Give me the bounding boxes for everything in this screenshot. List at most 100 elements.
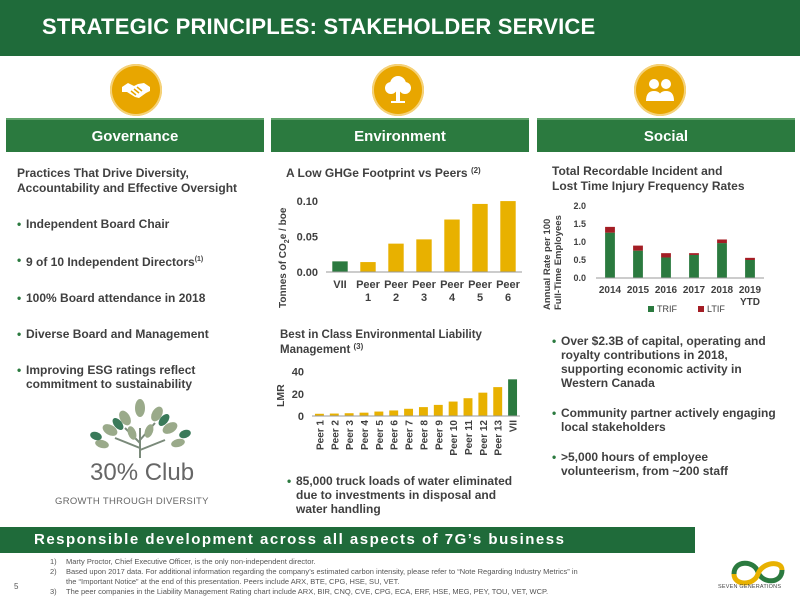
lmr-x-tick: Peer 8 [419,420,430,450]
safety-bar-ltif [661,253,671,258]
safety-bar-trif [633,250,643,278]
safety-legend: TRIF LTIF [648,304,725,314]
governance-heading: Practices That Drive Diversity, Accounta… [17,166,237,196]
governance-heading-line2: Accountability and Effective Oversight [17,181,238,195]
ghg-x-tick: Peer 1 [356,279,381,304]
safety-x-ticks: 2014 2015 2016 2017 2018 2019 YTD [599,285,762,308]
water-bullet: • 85,000 truck loads of water eliminated d… [287,474,513,516]
lmr-bar [404,408,414,416]
lmr-bar [314,413,324,416]
lmr-x-tick: Peer 9 [434,420,445,450]
social-bullet: • Over $2.3B of capital, operating and roy… [552,334,766,390]
safety-y-tick: 0.0 [573,273,586,283]
lmr-bar [329,413,339,416]
ghg-x-tick: Peer 5 [468,279,493,304]
safety-bar-trif [717,243,727,278]
governance-bullets: • Independent Board Chair • 9 of 10 Indepe… [17,217,209,391]
legend-swatch [648,306,654,312]
lmr-chart-title-line2: Management (3) [280,342,364,356]
lmr-x-tick: Peer 7 [405,420,416,450]
footnote: 3) The peer companies in the Liability Ma… [50,587,549,596]
safety-x-tick: 2015 [627,285,650,296]
lmr-y-axis-label: LMR [275,384,287,407]
lmr-y-tick: 40 [292,367,304,379]
ghg-y-ticks: 0.00 0.05 0.10 [297,196,318,279]
safety-x-tick: 2017 [683,285,706,296]
ghg-bar [388,243,404,272]
lmr-bar [448,401,458,416]
ghg-chart: A Low GHGe Footprint vs Peers (2) Tonnes… [278,166,522,308]
ghg-bar [332,261,348,272]
people-icon [634,64,686,116]
club-tree-logo [90,399,191,458]
lmr-bar [418,407,428,416]
lmr-x-tick: Peer 6 [390,420,401,450]
legend-swatch [698,306,704,312]
company-logo [731,560,785,586]
environment-pillar: Environment [271,118,529,152]
governance-bullet: • Diverse Board and Management [17,327,209,341]
safety-chart-title-line1: Total Recordable Incident and [552,164,722,178]
governance-pillar: Governance [6,118,264,152]
safety-bar-ltif [605,226,615,233]
safety-y-tick: 1.0 [573,237,586,247]
lmr-bar [478,392,488,416]
footnote: the “Important Notice” at the end of thi… [66,577,400,586]
ghg-x-tick: VII [333,279,346,291]
social-pillar: Social [537,118,795,152]
footnote: 1) Marty Proctor, Chief Executive Officer… [50,557,316,566]
lmr-y-ticks: 0 20 40 [292,367,304,423]
lmr-bar [359,412,369,416]
bottom-banner: Responsible development across all aspec… [0,527,695,553]
lmr-x-tick: Peer 11 [464,420,475,455]
lmr-bar [493,387,503,416]
club-name: 30% Club [90,459,195,486]
lmr-x-tick: Peer 1 [315,420,326,450]
lmr-bar [463,398,473,416]
safety-x-tick: 2019 YTD [739,285,762,308]
lmr-x-tick: Peer 12 [479,420,490,456]
safety-bars [605,226,755,278]
lmr-x-ticks: Peer 1 Peer 2 Peer 3 Peer 4 Peer 5 Peer 6 Peer… [315,420,519,456]
safety-bar-ltif [689,253,699,255]
lmr-bar [389,410,399,416]
governance-bullet: • Independent Board Chair [17,217,170,231]
ghg-bar [472,203,488,272]
legend-label: LTIF [707,304,725,314]
company-logo-text: SEVEN GENERATIONS [718,584,782,590]
safety-y-tick: 0.5 [573,255,586,265]
safety-chart: Total Recordable Incident and Lost Time … [542,164,764,314]
safety-y-ticks: 0.0 0.5 1.0 1.5 2.0 [573,201,586,283]
ghg-chart-title: A Low GHGe Footprint vs Peers (2) [286,166,481,180]
ghg-x-tick: Peer 3 [412,279,437,304]
ghg-bar [500,201,516,272]
lmr-x-tick: Peer 2 [330,420,341,450]
lmr-chart-title-line1: Best in Class Environmental Liability [280,329,483,341]
legend-label: TRIF [657,304,677,314]
lmr-x-tick: Peer 5 [375,420,386,450]
social-bullets: • Over $2.3B of capital, operating and roy… [552,334,776,478]
lmr-bar [508,379,518,416]
environment-bullets: • 85,000 truck loads of water eliminated d… [287,474,512,516]
ghg-y-tick: 0.05 [297,232,318,244]
svg-text:Annual Rate per 100: Annual Rate per 100 [542,219,553,310]
footnote-ref: (1) [194,256,204,263]
ghg-y-tick: 0.10 [297,196,318,208]
footnote: 2) Based upon 2017 data. For additional i… [50,567,578,576]
lmr-y-tick: 0 [298,411,304,423]
safety-y-tick: 2.0 [573,201,586,211]
lmr-bar [374,411,384,416]
ghg-y-tick: 0.00 [297,267,318,279]
tree-icon [372,64,424,116]
ghg-bars [332,201,516,272]
lmr-x-tick: Peer 13 [494,420,505,456]
safety-bar-ltif [745,257,755,260]
safety-bar-trif [661,257,671,278]
safety-chart-title-line2: Lost Time Injury Frequency Rates [552,179,745,193]
ghg-x-tick: Peer 4 [440,279,465,304]
social-bullet: • Community partner actively engaging loca… [552,406,776,434]
lmr-chart: Best in Class Environmental Liability Ma… [275,329,520,456]
governance-bullet: • Improving ESG ratings reflect commitment… [17,363,196,391]
ghg-bar [360,262,376,272]
